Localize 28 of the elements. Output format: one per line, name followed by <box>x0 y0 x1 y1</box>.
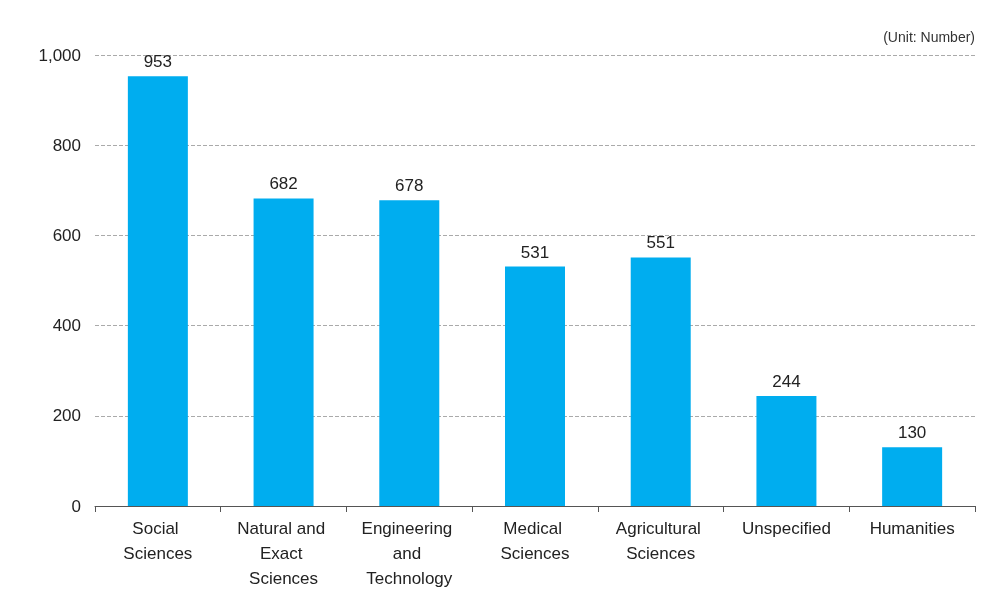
data-label: 244 <box>772 371 801 391</box>
x-tick-label: Unspecified <box>742 519 831 538</box>
bar <box>379 200 440 506</box>
bar <box>882 447 943 506</box>
y-tick-label: 200 <box>52 406 81 426</box>
data-label: 682 <box>269 174 298 194</box>
x-tick-label: Medical Sciences <box>500 519 570 563</box>
y-tick-label: 1,000 <box>38 45 81 65</box>
x-tick-label: Social Sciences <box>123 519 193 563</box>
y-tick-label: 600 <box>52 225 81 245</box>
x-tick-label: Humanities <box>869 519 955 538</box>
bar <box>756 395 817 506</box>
data-label: 678 <box>395 176 424 196</box>
data-label: 551 <box>646 233 675 253</box>
text: (Unit: Number) <box>883 29 975 45</box>
x-tick-label: Natural and Exact Sciences <box>237 519 330 588</box>
y-tick-label: 800 <box>52 135 81 155</box>
bar <box>505 266 565 506</box>
y-tick-label: 400 <box>52 316 81 336</box>
bar <box>253 198 314 506</box>
data-label: 531 <box>520 242 550 262</box>
y-tick-label: 0 <box>71 496 81 516</box>
bar <box>630 257 691 506</box>
data-label: 953 <box>143 52 173 72</box>
data-label: 130 <box>897 423 927 443</box>
x-tick-label: Agricultural Sciences <box>615 519 706 563</box>
bar <box>127 76 188 506</box>
x-tick-label: Engineering and Technology <box>361 519 458 588</box>
